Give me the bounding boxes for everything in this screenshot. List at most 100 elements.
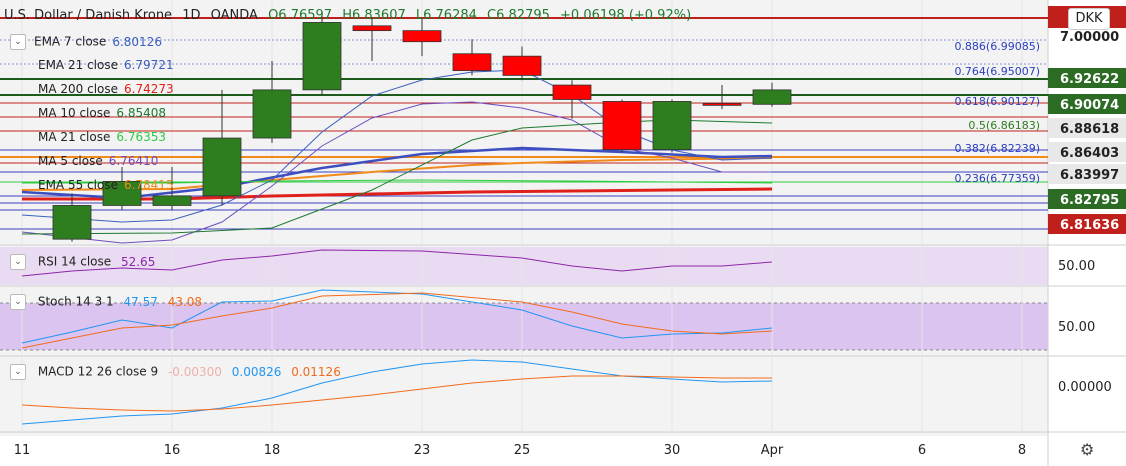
candle-body bbox=[52, 205, 92, 240]
macd-line: 0.00826 bbox=[231, 364, 282, 379]
x-axis-label: 6 bbox=[918, 443, 926, 458]
indicator-value: 6.80126 bbox=[112, 34, 162, 49]
rsi-label: RSI 14 close bbox=[37, 254, 112, 269]
x-axis-label: Apr bbox=[761, 443, 784, 458]
indicator-label: EMA 21 close bbox=[38, 58, 118, 72]
price-label-box bbox=[1048, 142, 1126, 162]
interval[interactable]: 1D bbox=[182, 8, 201, 23]
indicator-legend-row[interactable]: EMA 21 close 6.79721 bbox=[38, 58, 174, 72]
price-label-box bbox=[1048, 189, 1126, 209]
indicator-legend-row[interactable]: MA 200 close 6.74273 bbox=[38, 82, 174, 96]
indicator-value: 6.76353 bbox=[116, 130, 166, 144]
candle-body bbox=[152, 195, 192, 206]
currency-badge[interactable]: DKK bbox=[1068, 8, 1110, 30]
indicator-value: 6.79721 bbox=[123, 58, 174, 72]
price-axis-label: 6.86403 bbox=[1060, 146, 1119, 161]
rsi-value: 52.65 bbox=[120, 254, 156, 269]
collapse-icon[interactable]: ⌄ bbox=[10, 364, 26, 380]
candle-body bbox=[252, 89, 292, 139]
indicator-legend-row[interactable]: MA 5 close 6.76410 bbox=[38, 154, 158, 168]
price-label-box bbox=[1048, 94, 1126, 114]
price-label-box bbox=[1048, 118, 1126, 138]
macd-axis-label: 0.00000 bbox=[1058, 380, 1112, 395]
symbol-name: U.S. Dollar / Danish Krone bbox=[4, 8, 173, 23]
indicator-legend-row[interactable]: ⌄ EMA 7 close 6.80126 bbox=[10, 34, 162, 50]
price-axis-label: 6.83997 bbox=[1060, 168, 1119, 183]
ohlc-close: C6.82795 bbox=[487, 8, 550, 23]
fib-level-label: 0.764(6.95007) bbox=[954, 65, 1040, 78]
x-axis-label: 8 bbox=[1018, 443, 1026, 458]
price-axis-label: 7.00000 bbox=[1060, 30, 1119, 45]
ohlc-open: O6.76597 bbox=[268, 8, 333, 23]
candle-body bbox=[752, 89, 792, 105]
indicator-label: MA 21 close bbox=[38, 130, 111, 144]
stoch-k: 47.57 bbox=[123, 294, 158, 309]
candle-body bbox=[502, 55, 542, 76]
candle-body bbox=[652, 101, 692, 151]
stoch-k-line bbox=[21, 289, 773, 344]
x-axis-label: 11 bbox=[14, 443, 31, 458]
indicator-legend-row[interactable]: MA 10 close 6.85408 bbox=[38, 106, 166, 120]
indicator-legend-row[interactable]: MA 21 close 6.76353 bbox=[38, 130, 166, 144]
price-axis-label: 6.92622 bbox=[1060, 72, 1119, 87]
macd-hist: -0.00300 bbox=[167, 364, 222, 379]
fib-level-label: 0.886(6.99085) bbox=[954, 40, 1040, 53]
indicator-label: EMA 7 close bbox=[34, 34, 107, 49]
stoch-d-line bbox=[21, 292, 773, 349]
macd-legend: ⌄ MACD 12 26 close 9 -0.00300 0.00826 0.… bbox=[10, 364, 341, 380]
rsi-legend: ⌄ RSI 14 close 52.65 bbox=[10, 254, 155, 270]
macd-line bbox=[21, 359, 773, 425]
macd-label: MACD 12 26 close 9 bbox=[37, 364, 159, 379]
stoch-band bbox=[0, 303, 1048, 350]
x-axis-label: 30 bbox=[664, 443, 681, 458]
price-axis-label: 6.90074 bbox=[1060, 98, 1119, 113]
stoch-label: Stoch 14 3 1 bbox=[37, 294, 114, 309]
fib-level-label: 0.5(6.86183) bbox=[968, 119, 1040, 132]
symbol-header: U.S. Dollar / Danish Krone 1D OANDA O6.7… bbox=[4, 8, 697, 23]
fib-level-label: 0.382(6.82239) bbox=[954, 142, 1040, 155]
ohlc-high: H6.83607 bbox=[342, 8, 406, 23]
indicator-value: 6.85408 bbox=[116, 106, 166, 120]
ema55-line bbox=[21, 157, 773, 191]
collapse-icon[interactable]: ⌄ bbox=[10, 34, 26, 50]
indicator-value: 6.78415 bbox=[123, 178, 174, 192]
x-axis-label: 18 bbox=[264, 443, 281, 458]
indicator-label: MA 10 close bbox=[38, 106, 111, 120]
rsi-axis-label: 50.00 bbox=[1058, 259, 1095, 274]
indicator-value: 6.74273 bbox=[124, 82, 174, 96]
candle-body bbox=[702, 102, 742, 106]
collapse-icon[interactable]: ⌄ bbox=[10, 294, 26, 310]
x-axis-label: 16 bbox=[164, 443, 181, 458]
stoch-legend: ⌄ Stoch 14 3 1 47.57 43.08 bbox=[10, 294, 202, 310]
rsi-line bbox=[21, 249, 773, 277]
stoch-d: 43.08 bbox=[167, 294, 203, 309]
x-axis-label: 25 bbox=[514, 443, 531, 458]
stoch-axis-label: 50.00 bbox=[1058, 320, 1095, 335]
ohlc-low: L6.76284 bbox=[415, 8, 477, 23]
candle-body bbox=[402, 30, 442, 43]
x-axis-label: 23 bbox=[414, 443, 431, 458]
candle-body bbox=[352, 25, 392, 32]
indicator-value: 6.76410 bbox=[108, 154, 159, 168]
collapse-icon[interactable]: ⌄ bbox=[10, 254, 26, 270]
settings-gear-icon[interactable]: ⚙ bbox=[1080, 440, 1095, 459]
price-label-box bbox=[1048, 68, 1126, 88]
price-label-box bbox=[1048, 214, 1126, 234]
source: OANDA bbox=[210, 8, 258, 23]
candle-body bbox=[552, 84, 592, 100]
indicator-label: MA 5 close bbox=[38, 154, 103, 168]
ema21-line bbox=[21, 146, 773, 200]
candle-body bbox=[602, 101, 642, 151]
macd-signal-line bbox=[21, 375, 772, 412]
fib-level-label: 0.236(6.77359) bbox=[954, 172, 1040, 185]
price-axis-label: 6.82795 bbox=[1060, 193, 1119, 208]
price-axis-label: 6.81636 bbox=[1060, 218, 1119, 233]
macd-signal: 0.01126 bbox=[291, 364, 341, 379]
candle-body bbox=[202, 137, 242, 197]
indicator-legend-row[interactable]: EMA 55 close 6.78415 bbox=[38, 178, 174, 192]
candle-body bbox=[302, 22, 342, 91]
ma5-line bbox=[21, 101, 772, 244]
price-label-box bbox=[1048, 164, 1126, 184]
fib-level-label: 0.618(6.90127) bbox=[954, 95, 1040, 108]
